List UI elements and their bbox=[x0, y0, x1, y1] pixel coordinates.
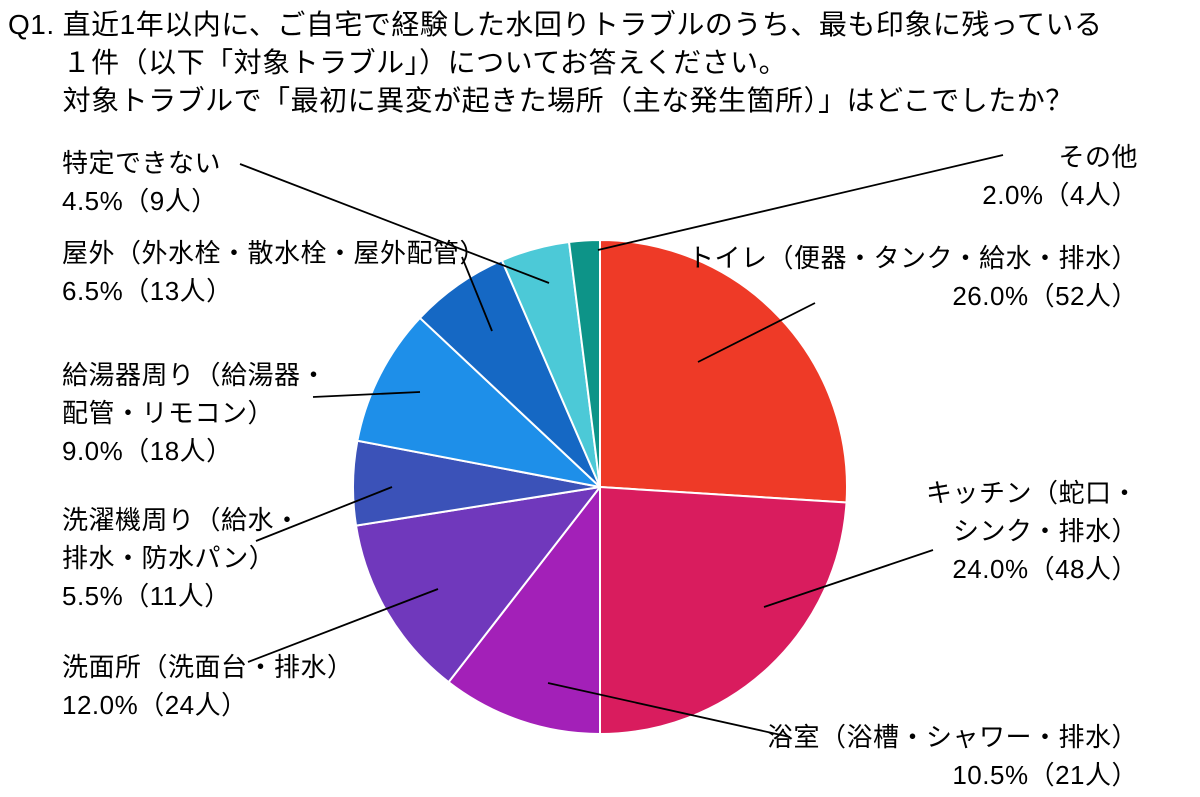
pie-label-other: その他 2.0%（4人） bbox=[982, 138, 1138, 214]
pie-label-text: 屋外（外水栓・散水栓・屋外配管） bbox=[62, 238, 487, 268]
pie-label-text: 配管・リモコン） bbox=[62, 398, 275, 428]
leader-line-washing-machine bbox=[255, 486, 393, 542]
pie-slice-toilet bbox=[599, 239, 848, 504]
pie-label-outdoor: 屋外（外水栓・散水栓・屋外配管） 6.5%（13人） bbox=[62, 234, 486, 310]
question-number: Q1. bbox=[8, 9, 55, 40]
pie-label-value: 24.0%（48人） bbox=[952, 554, 1138, 584]
pie-slice-other bbox=[568, 239, 601, 488]
question-line-2: １件（以下「対象トラブル」）についてお答えください。 bbox=[62, 47, 788, 78]
pie-slice-kitchen bbox=[599, 486, 848, 735]
pie-label-text: シンク・排水） bbox=[953, 516, 1138, 546]
pie-slice-washstand bbox=[355, 486, 601, 684]
leader-line-unidentified bbox=[239, 163, 550, 284]
pie-label-value: 5.5%（11人） bbox=[62, 581, 231, 611]
pie-label-unidentified: 特定できない 4.5%（9人） bbox=[62, 144, 221, 220]
pie-label-value: 4.5%（9人） bbox=[62, 186, 218, 216]
pie-label-text: 特定できない bbox=[62, 148, 222, 178]
pie-label-value: 9.0%（18人） bbox=[62, 436, 233, 466]
pie-label-text: 洗濯機周り（給水・ bbox=[62, 505, 301, 535]
question-line-3: 対象トラブルで「最初に異変が起きた場所（主な発生箇所）」はどこでしたか？ bbox=[62, 85, 1074, 116]
pie-label-text: トイレ（便器・タンク・給水・排水） bbox=[688, 243, 1138, 273]
pie-label-text: 給湯器周り（給湯器・ bbox=[62, 360, 328, 390]
leader-line-water-heater bbox=[312, 391, 421, 398]
pie-label-text: 排水・防水パン） bbox=[62, 543, 276, 573]
pie-slice-bathroom bbox=[447, 486, 601, 735]
leader-line-washstand bbox=[247, 588, 439, 663]
leader-line-toilet bbox=[697, 302, 816, 363]
question-text: 直近1年以内に、ご自宅で経験した水回りトラブルのうち、最も印象に残っている １件… bbox=[63, 6, 1103, 120]
question-title: Q1. 直近1年以内に、ご自宅で経験した水回りトラブルのうち、最も印象に残ってい… bbox=[8, 6, 1102, 120]
pie-label-text: 洗面所（洗面台・排水） bbox=[62, 652, 354, 682]
question-line-1: 直近1年以内に、ご自宅で経験した水回りトラブルのうち、最も印象に残っている bbox=[62, 9, 1103, 40]
pie-label-value: 10.5%（21人） bbox=[952, 760, 1138, 790]
pie-slice-water-heater bbox=[356, 316, 601, 488]
leader-line-outdoor bbox=[461, 256, 493, 332]
pie-label-value: 2.0%（4人） bbox=[982, 180, 1138, 210]
pie-label-text: キッチン（蛇口・ bbox=[925, 478, 1138, 508]
pie-label-toilet: トイレ（便器・タンク・給水・排水） 26.0%（52人） bbox=[688, 239, 1138, 315]
leader-line-kitchen bbox=[763, 549, 934, 608]
pie-label-value: 12.0%（24人） bbox=[62, 690, 248, 720]
pie-label-kitchen: キッチン（蛇口・シンク・排水） 24.0%（48人） bbox=[926, 474, 1138, 588]
pie-label-text: 浴室（浴槽・シャワー・排水） bbox=[766, 722, 1138, 752]
leader-line-other bbox=[597, 154, 1004, 251]
pie-label-bathroom: 浴室（浴槽・シャワー・排水） 10.5%（21人） bbox=[767, 718, 1138, 794]
pie-label-washing-machine: 洗濯機周り（給水・ 排水・防水パン） 5.5%（11人） bbox=[62, 501, 301, 615]
pie-label-value: 26.0%（52人） bbox=[952, 281, 1138, 311]
pie-label-washstand: 洗面所（洗面台・排水） 12.0%（24人） bbox=[62, 648, 354, 724]
pie-label-value: 6.5%（13人） bbox=[62, 276, 233, 306]
pie-label-water-heater: 給湯器周り（給湯器・ 配管・リモコン） 9.0%（18人） bbox=[62, 356, 327, 470]
leader-line-bathroom bbox=[547, 682, 791, 738]
pie-label-text: その他 bbox=[1058, 142, 1138, 172]
